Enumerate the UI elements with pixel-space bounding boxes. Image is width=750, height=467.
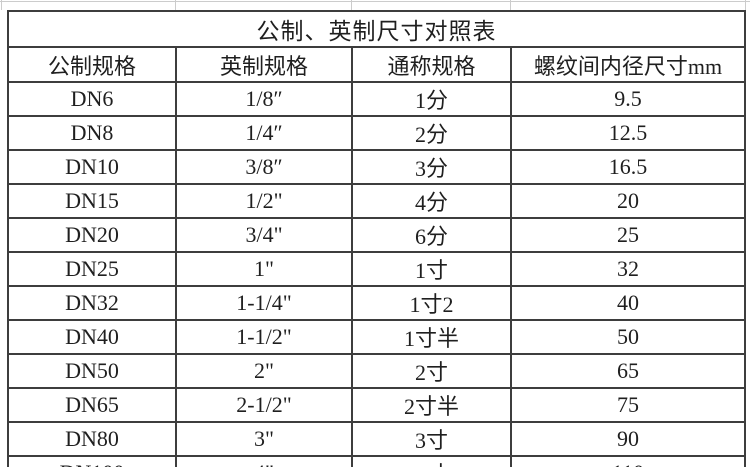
table-row: DN25 1" 1寸 32 (7, 251, 746, 287)
column-header: 英制规格 (175, 46, 353, 83)
table-cell: 3/4" (175, 217, 353, 253)
table-cell: 3分 (351, 149, 512, 185)
gridline-stub (745, 463, 746, 467)
table-cell: 1分 (351, 81, 512, 117)
table-cell: DN40 (7, 319, 177, 355)
column-header: 螺纹间内径尺寸mm (510, 46, 746, 83)
table-cell: 25 (510, 217, 746, 253)
table-cell: 1/8″ (175, 81, 353, 117)
table-row: DN20 3/4" 6分 25 (7, 217, 746, 253)
table-cell: DN32 (7, 285, 177, 321)
table-title: 公制、英制尺寸对照表 (7, 10, 746, 48)
table-cell: 3/8″ (175, 149, 353, 185)
table-row: DN40 1-1/2" 1寸半 50 (7, 319, 746, 355)
table-row: DN80 3" 3寸 90 (7, 421, 746, 457)
column-header: 公制规格 (7, 46, 177, 83)
table-cell: DN8 (7, 115, 177, 151)
table-cell: 6分 (351, 217, 512, 253)
table-row: DN50 2" 2寸 65 (7, 353, 746, 389)
table-cell: 65 (510, 353, 746, 389)
table-cell: 3" (175, 421, 353, 457)
table-cell: DN10 (7, 149, 177, 185)
table-cell: 2寸 (351, 353, 512, 389)
table-row: DN10 3/8″ 3分 16.5 (7, 149, 746, 185)
table-cell: DN20 (7, 217, 177, 253)
table-cell: DN80 (7, 421, 177, 457)
gridline-stub (510, 0, 511, 10)
table-cell: 75 (510, 387, 746, 423)
size-comparison-table: 公制、英制尺寸对照表 公制规格 英制规格 通称规格 螺纹间内径尺寸mm DN6 1/8″… (7, 10, 746, 467)
table-cell: 32 (510, 251, 746, 287)
table-cell: DN65 (7, 387, 177, 423)
gridline-stub (351, 0, 352, 10)
gridline-stub (745, 0, 746, 10)
table-cell: DN15 (7, 183, 177, 219)
table-cell: 1寸半 (351, 319, 512, 355)
table-cell: 4寸 (351, 455, 512, 467)
table-cell: 2-1/2" (175, 387, 353, 423)
table-cell: DN100 (7, 455, 177, 467)
table-cell: 20 (510, 183, 746, 219)
table-cell: 2分 (351, 115, 512, 151)
table-cell: 1寸 (351, 251, 512, 287)
table-cell: 12.5 (510, 115, 746, 151)
table-row: DN15 1/2" 4分 20 (7, 183, 746, 219)
table-cell: 4" (175, 455, 353, 467)
table-cell: 1" (175, 251, 353, 287)
table-title-row: 公制、英制尺寸对照表 (7, 10, 746, 48)
table-cell: DN6 (7, 81, 177, 117)
table-cell: 1寸2 (351, 285, 512, 321)
table-cell: 90 (510, 421, 746, 457)
table-cell: 9.5 (510, 81, 746, 117)
table-cell: 50 (510, 319, 746, 355)
table-cell: 110 (510, 455, 746, 467)
table-cell: 1/2" (175, 183, 353, 219)
table-row: DN8 1/4″ 2分 12.5 (7, 115, 746, 151)
table-cell: 2" (175, 353, 353, 389)
table-cell: 40 (510, 285, 746, 321)
gridline-stub (175, 0, 176, 10)
table-cell: DN50 (7, 353, 177, 389)
table-cell: 1-1/2" (175, 319, 353, 355)
table-row: DN65 2-1/2" 2寸半 75 (7, 387, 746, 423)
gridline-stub (1, 0, 2, 10)
table-cell: 1/4″ (175, 115, 353, 151)
table-cell: DN25 (7, 251, 177, 287)
gridline-stub (0, 1, 750, 2)
table-row: DN32 1-1/4" 1寸2 40 (7, 285, 746, 321)
table-cell: 16.5 (510, 149, 746, 185)
table-row: DN1004"4寸110 (7, 455, 746, 467)
table-cell: 2寸半 (351, 387, 512, 423)
table-cell: 1-1/4" (175, 285, 353, 321)
table-header-row: 公制规格 英制规格 通称规格 螺纹间内径尺寸mm (7, 46, 746, 83)
column-header: 通称规格 (351, 46, 512, 83)
table-row: DN6 1/8″ 1分 9.5 (7, 81, 746, 117)
table-cell: 3寸 (351, 421, 512, 457)
table-cell: 4分 (351, 183, 512, 219)
